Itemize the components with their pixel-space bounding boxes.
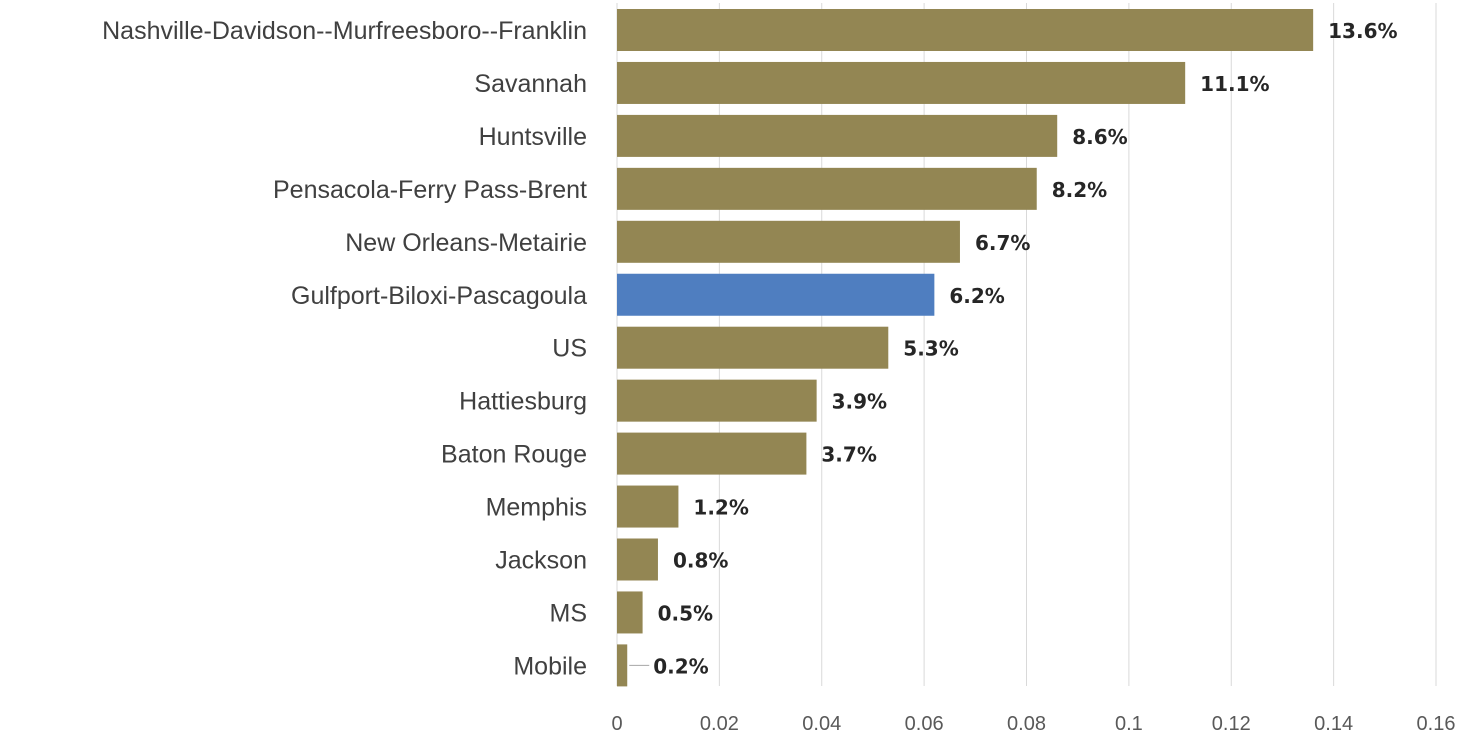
category-labels: Nashville-Davidson--Murfreesboro--Frankl… [102,17,587,680]
category-label: Jackson [495,547,587,575]
bar [617,379,817,422]
bar-highlighted [617,273,935,316]
x-tick-label: 0.08 [1007,713,1046,735]
data-labels: 13.6% 11.1% 8.6% 8.2% 6.7% 6.2% 5.3% 3.9% 3.7% 1.… [629,19,1398,678]
data-label: 0.8% [673,549,728,573]
data-label: 8.6% [1072,125,1127,149]
data-label: 6.7% [975,231,1030,255]
bar [617,326,889,369]
category-label: Mobile [513,652,587,680]
data-label: 3.9% [832,390,887,414]
bar [617,114,1058,157]
category-label: New Orleans-Metairie [345,229,587,257]
data-label: 6.2% [949,284,1004,308]
bar [617,644,628,687]
x-tick-label: 0.14 [1314,713,1353,735]
category-label: Savannah [474,70,587,98]
data-label: 1.2% [693,496,748,520]
bar [617,167,1037,210]
data-label: 11.1% [1200,72,1269,96]
x-tick-label: 0 [611,713,622,735]
x-tick-label: 0.1 [1115,713,1143,735]
category-label: Hattiesburg [459,388,587,416]
x-tick-label: 0.12 [1212,713,1251,735]
bar [617,485,679,528]
x-tick-label: 0.04 [802,713,841,735]
category-label: Huntsville [479,123,587,151]
x-tick-label: 0.06 [905,713,944,735]
bar [617,432,807,475]
x-tick-label: 0.02 [700,713,739,735]
category-label: Nashville-Davidson--Murfreesboro--Frankl… [102,17,587,45]
bar [617,591,643,634]
data-label: 13.6% [1328,19,1397,43]
category-label: Memphis [486,494,587,522]
data-label: 3.7% [821,443,876,467]
x-tick-label: 0.16 [1417,713,1456,735]
category-label: US [552,335,587,363]
data-label: 0.2% [653,654,708,678]
category-label: Gulfport-Biloxi-Pascagoula [291,282,587,310]
category-label: MS [550,599,588,627]
data-label: 5.3% [903,337,958,361]
data-label: 8.2% [1052,178,1107,202]
bar [617,61,1186,104]
bar [617,538,658,581]
bar [617,220,960,263]
bars [617,9,1314,687]
x-axis-tick-labels: 0 0.02 0.04 0.06 0.08 0.1 0.12 0.14 0.16 [611,713,1455,735]
category-label: Pensacola-Ferry Pass-Brent [273,176,587,204]
category-label: Baton Rouge [441,441,587,469]
bar [617,9,1314,51]
data-label: 0.5% [658,601,713,625]
